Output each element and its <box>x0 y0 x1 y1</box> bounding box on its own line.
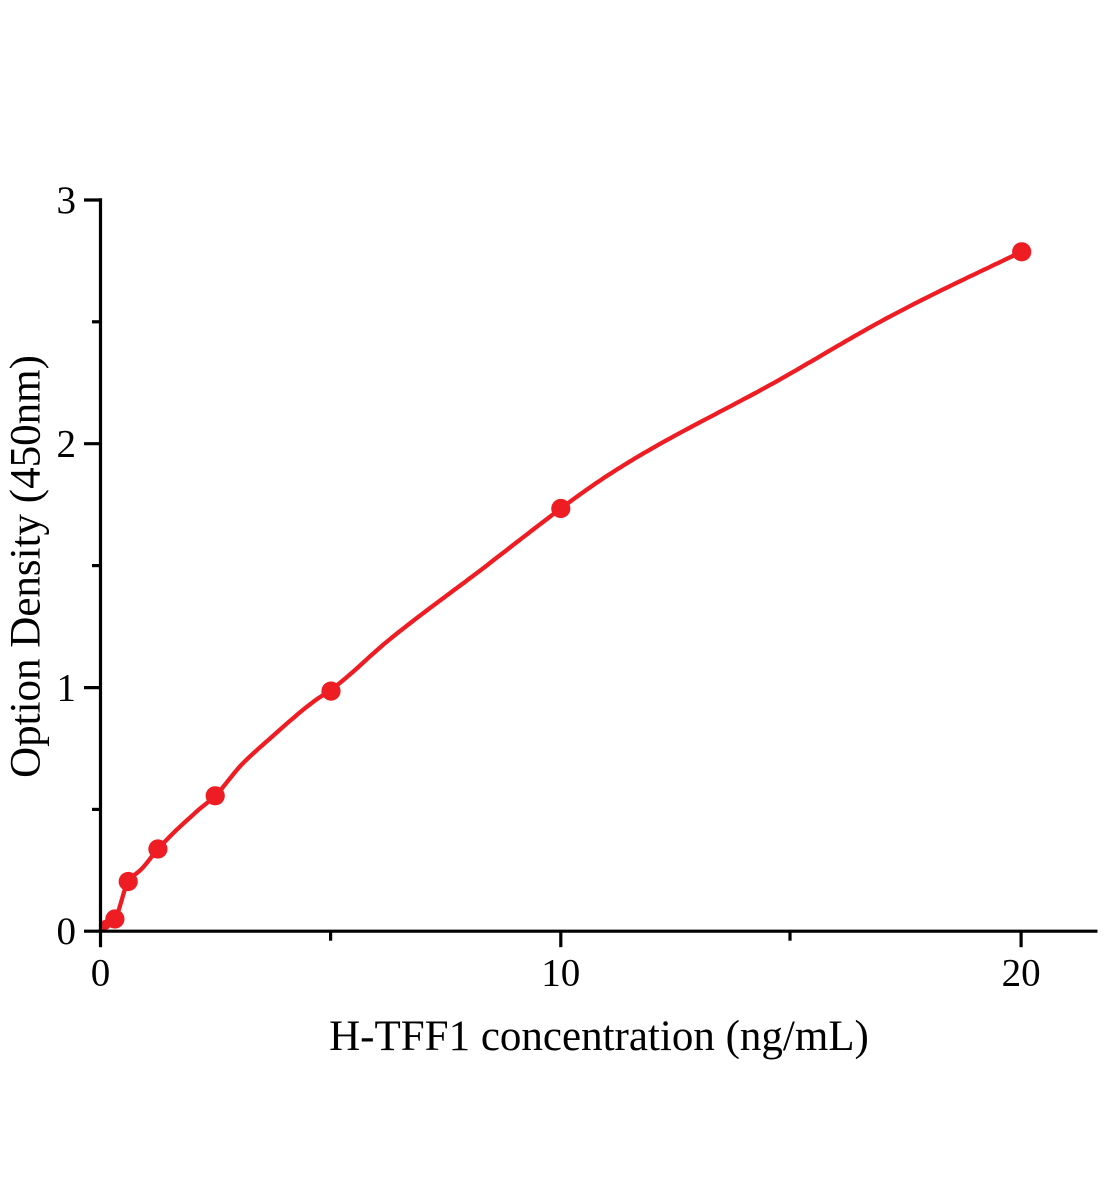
svg-text:3: 3 <box>57 179 77 222</box>
svg-text:0: 0 <box>91 951 111 994</box>
svg-text:2: 2 <box>57 423 77 466</box>
svg-text:0: 0 <box>57 910 77 953</box>
svg-text:1: 1 <box>57 667 77 710</box>
svg-text:Option Density (450nm): Option Density (450nm) <box>3 355 50 778</box>
svg-text:10: 10 <box>541 951 580 994</box>
svg-text:20: 20 <box>1002 951 1041 994</box>
svg-text:H-TFF1 concentration (ng/mL): H-TFF1 concentration (ng/mL) <box>329 1013 869 1060</box>
